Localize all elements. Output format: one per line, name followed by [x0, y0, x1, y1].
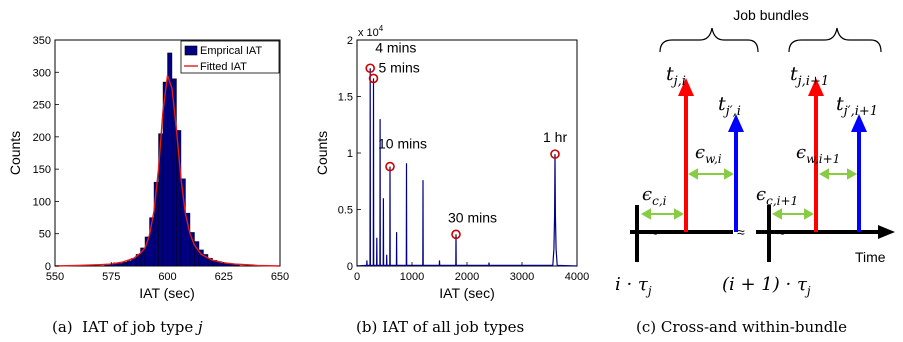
y-tick-label: 0	[347, 261, 353, 273]
histogram-bar	[122, 261, 128, 267]
panel-b-xlabel: IAT (sec)	[439, 285, 495, 301]
peak-annotation: 10 mins	[378, 136, 427, 152]
x-tick-label: 2000	[455, 271, 479, 283]
panel-a-bars	[104, 52, 240, 267]
y-tick-label: 1	[347, 148, 353, 160]
legend-entry-empirical: Emprical IAT	[200, 45, 262, 57]
panel-b-markers	[365, 63, 560, 240]
label-t-j-i: tj,i	[666, 63, 686, 89]
peak-annotation: 1 hr	[543, 129, 567, 145]
brace-left	[659, 27, 759, 53]
legend-bar-swatch	[184, 45, 198, 56]
eps-w-i-head-r	[724, 168, 735, 180]
histogram-bar	[117, 263, 123, 267]
panel-b-caption: (b) IAT of all job types	[356, 318, 524, 336]
label-tick-i: i · τj	[615, 274, 652, 298]
arrowhead-t-j-i	[678, 78, 694, 96]
panel-b-annotations: 4 mins 5 mins 10 mins 30 mins 1 hr	[375, 39, 567, 225]
y-tick-label: 350	[33, 35, 51, 47]
panel-b-y-ticks: 0 0.5 1 1.5 2	[338, 35, 361, 273]
peak-marker	[451, 229, 461, 240]
panel-b-x-ticks: 0 1000 2000 3000 4000	[354, 262, 589, 283]
panel-b-plot-area	[356, 39, 578, 267]
y-tick-label: 0.5	[338, 205, 353, 217]
x-tick-label: 0	[354, 271, 360, 283]
y-tick-label: 0	[45, 261, 51, 273]
panel-a-caption-var: j	[195, 318, 203, 336]
legend-entry-fitted: Fitted IAT	[200, 61, 247, 73]
panel-c-caption: (c) Cross-and within-bundle	[636, 318, 847, 336]
histogram-bar	[189, 232, 195, 267]
y-tick-label: 100	[33, 196, 51, 208]
legend-box	[180, 40, 280, 74]
label-t-j-i1: tj,i+1	[790, 63, 829, 89]
x-tick-label: 575	[102, 271, 120, 283]
eps-w-i1-head-r	[847, 168, 858, 180]
panel-b-y-multiplier: x 104	[358, 24, 384, 39]
histogram-bar	[126, 260, 132, 267]
y-tick-label: 50	[39, 229, 51, 241]
peak-marker	[385, 161, 395, 172]
time-axis-arrowhead	[878, 225, 895, 239]
panel-c-bundle-diagram: Job bundles Time ≈ ≈ ≈	[615, 7, 895, 336]
eps-w-i1-head-l	[818, 168, 829, 180]
axis-break-2: ≈	[737, 224, 745, 240]
panel-a-ylabel: Counts	[7, 131, 23, 175]
eps-c-i1-head-r	[804, 208, 815, 220]
x-tick-label: 600	[158, 271, 176, 283]
y-tick-label: 1.5	[338, 92, 353, 104]
axis-break-1: ≈	[650, 224, 658, 240]
panel-a-y-ticks: 0 50 100 150 200 250 300 350	[33, 35, 59, 273]
eps-c-i-head-l	[640, 208, 651, 220]
peak-annotation: 30 mins	[448, 209, 497, 225]
y-tick-label: 150	[33, 164, 51, 176]
peak-marker	[365, 63, 376, 74]
eps-c-i-head-r	[674, 208, 685, 220]
panel-a-caption: (a) IAT of job type j	[52, 318, 203, 336]
panel-a-x-ticks: 550 575 600 625 650	[46, 262, 289, 283]
panel-a-fitted-curve	[54, 75, 281, 267]
panel-a-caption-prefix: (a) IAT of job type	[52, 318, 198, 336]
peak-marker	[550, 149, 560, 159]
peak-annotation: 5 mins	[379, 59, 420, 75]
panel-b-all-types: 4 mins 5 mins 10 mins 30 mins 1 hr 0 1000 2000…	[314, 24, 589, 336]
arrowhead-t-j-i1	[808, 78, 824, 96]
green-arrows	[640, 168, 858, 220]
eps-w-i-head-l	[687, 168, 698, 180]
x-tick-label: 1000	[400, 271, 424, 283]
label-eps-c-i1: ϵc,i+1	[756, 184, 798, 208]
time-label: Time	[855, 249, 886, 265]
panel-b-ylabel: Counts	[314, 131, 330, 175]
label-t-jp-i: tj′,i	[718, 93, 741, 119]
x-tick-label: 650	[271, 271, 289, 283]
arrowhead-t-jp-i1	[851, 114, 867, 132]
y-tick-label: 250	[33, 100, 51, 112]
y-tick-label: 200	[33, 132, 51, 144]
x-tick-label: 550	[46, 271, 64, 283]
x-tick-label: 3000	[510, 271, 534, 283]
eps-c-i1-head-l	[771, 208, 782, 220]
x-tick-label: 4000	[565, 271, 589, 283]
y-tick-label: 2	[347, 35, 353, 47]
label-eps-w-i1: ϵw,i+1	[796, 142, 840, 166]
peak-annotation: 4 mins	[375, 39, 416, 55]
label-eps-w-i: ϵw,i	[695, 142, 722, 166]
job-bundles-title: Job bundles	[733, 7, 809, 23]
arrowhead-t-jp-i	[728, 114, 744, 132]
panel-a-histogram: 550 575 600 625 650 0 50 100 150 200 250 300 350 IA…	[7, 35, 289, 336]
peak-marker	[368, 73, 379, 84]
brace-right	[788, 27, 882, 53]
y-tick-label: 300	[33, 67, 51, 79]
x-tick-label: 625	[215, 271, 233, 283]
axis-break-3: ≈	[777, 224, 785, 240]
panel-a-xlabel: IAT (sec)	[139, 285, 195, 301]
label-t-jp-i1: tj′,i+1	[836, 93, 878, 119]
label-eps-c-i: ϵc,i	[642, 184, 667, 208]
panel-a-legend: Emprical IAT Fitted IAT	[180, 40, 280, 74]
label-tick-i1: (i + 1) · τj	[722, 274, 811, 298]
panel-b-series-line	[356, 68, 578, 267]
